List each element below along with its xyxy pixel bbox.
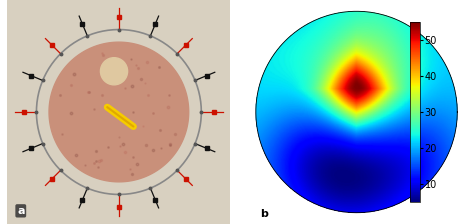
Polygon shape: [49, 42, 189, 182]
Circle shape: [100, 58, 128, 85]
Text: b: b: [260, 209, 268, 219]
Text: a: a: [17, 206, 25, 216]
